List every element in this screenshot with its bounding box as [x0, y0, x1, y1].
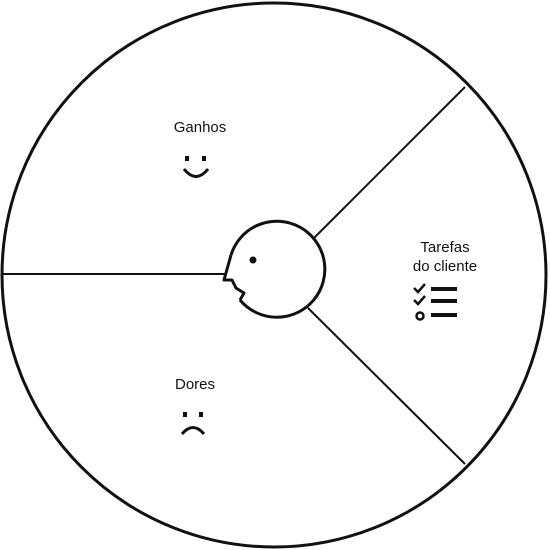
task-checklist-icon	[413, 283, 457, 321]
pains-label: Dores	[174, 376, 215, 393]
customer-jobs-label: Tarefas do cliente	[380, 238, 510, 276]
gains-label: Ganhos	[173, 119, 227, 136]
customer-jobs-label-line1: Tarefas	[420, 239, 470, 256]
divider-upper-right	[312, 86, 466, 240]
divider-lower-right	[307, 307, 466, 465]
smiley-face-icon	[182, 156, 210, 178]
customer-jobs-label-line2: do cliente	[412, 258, 478, 275]
sad-face-icon	[180, 412, 206, 436]
customer-profile-head-icon	[222, 219, 327, 319]
